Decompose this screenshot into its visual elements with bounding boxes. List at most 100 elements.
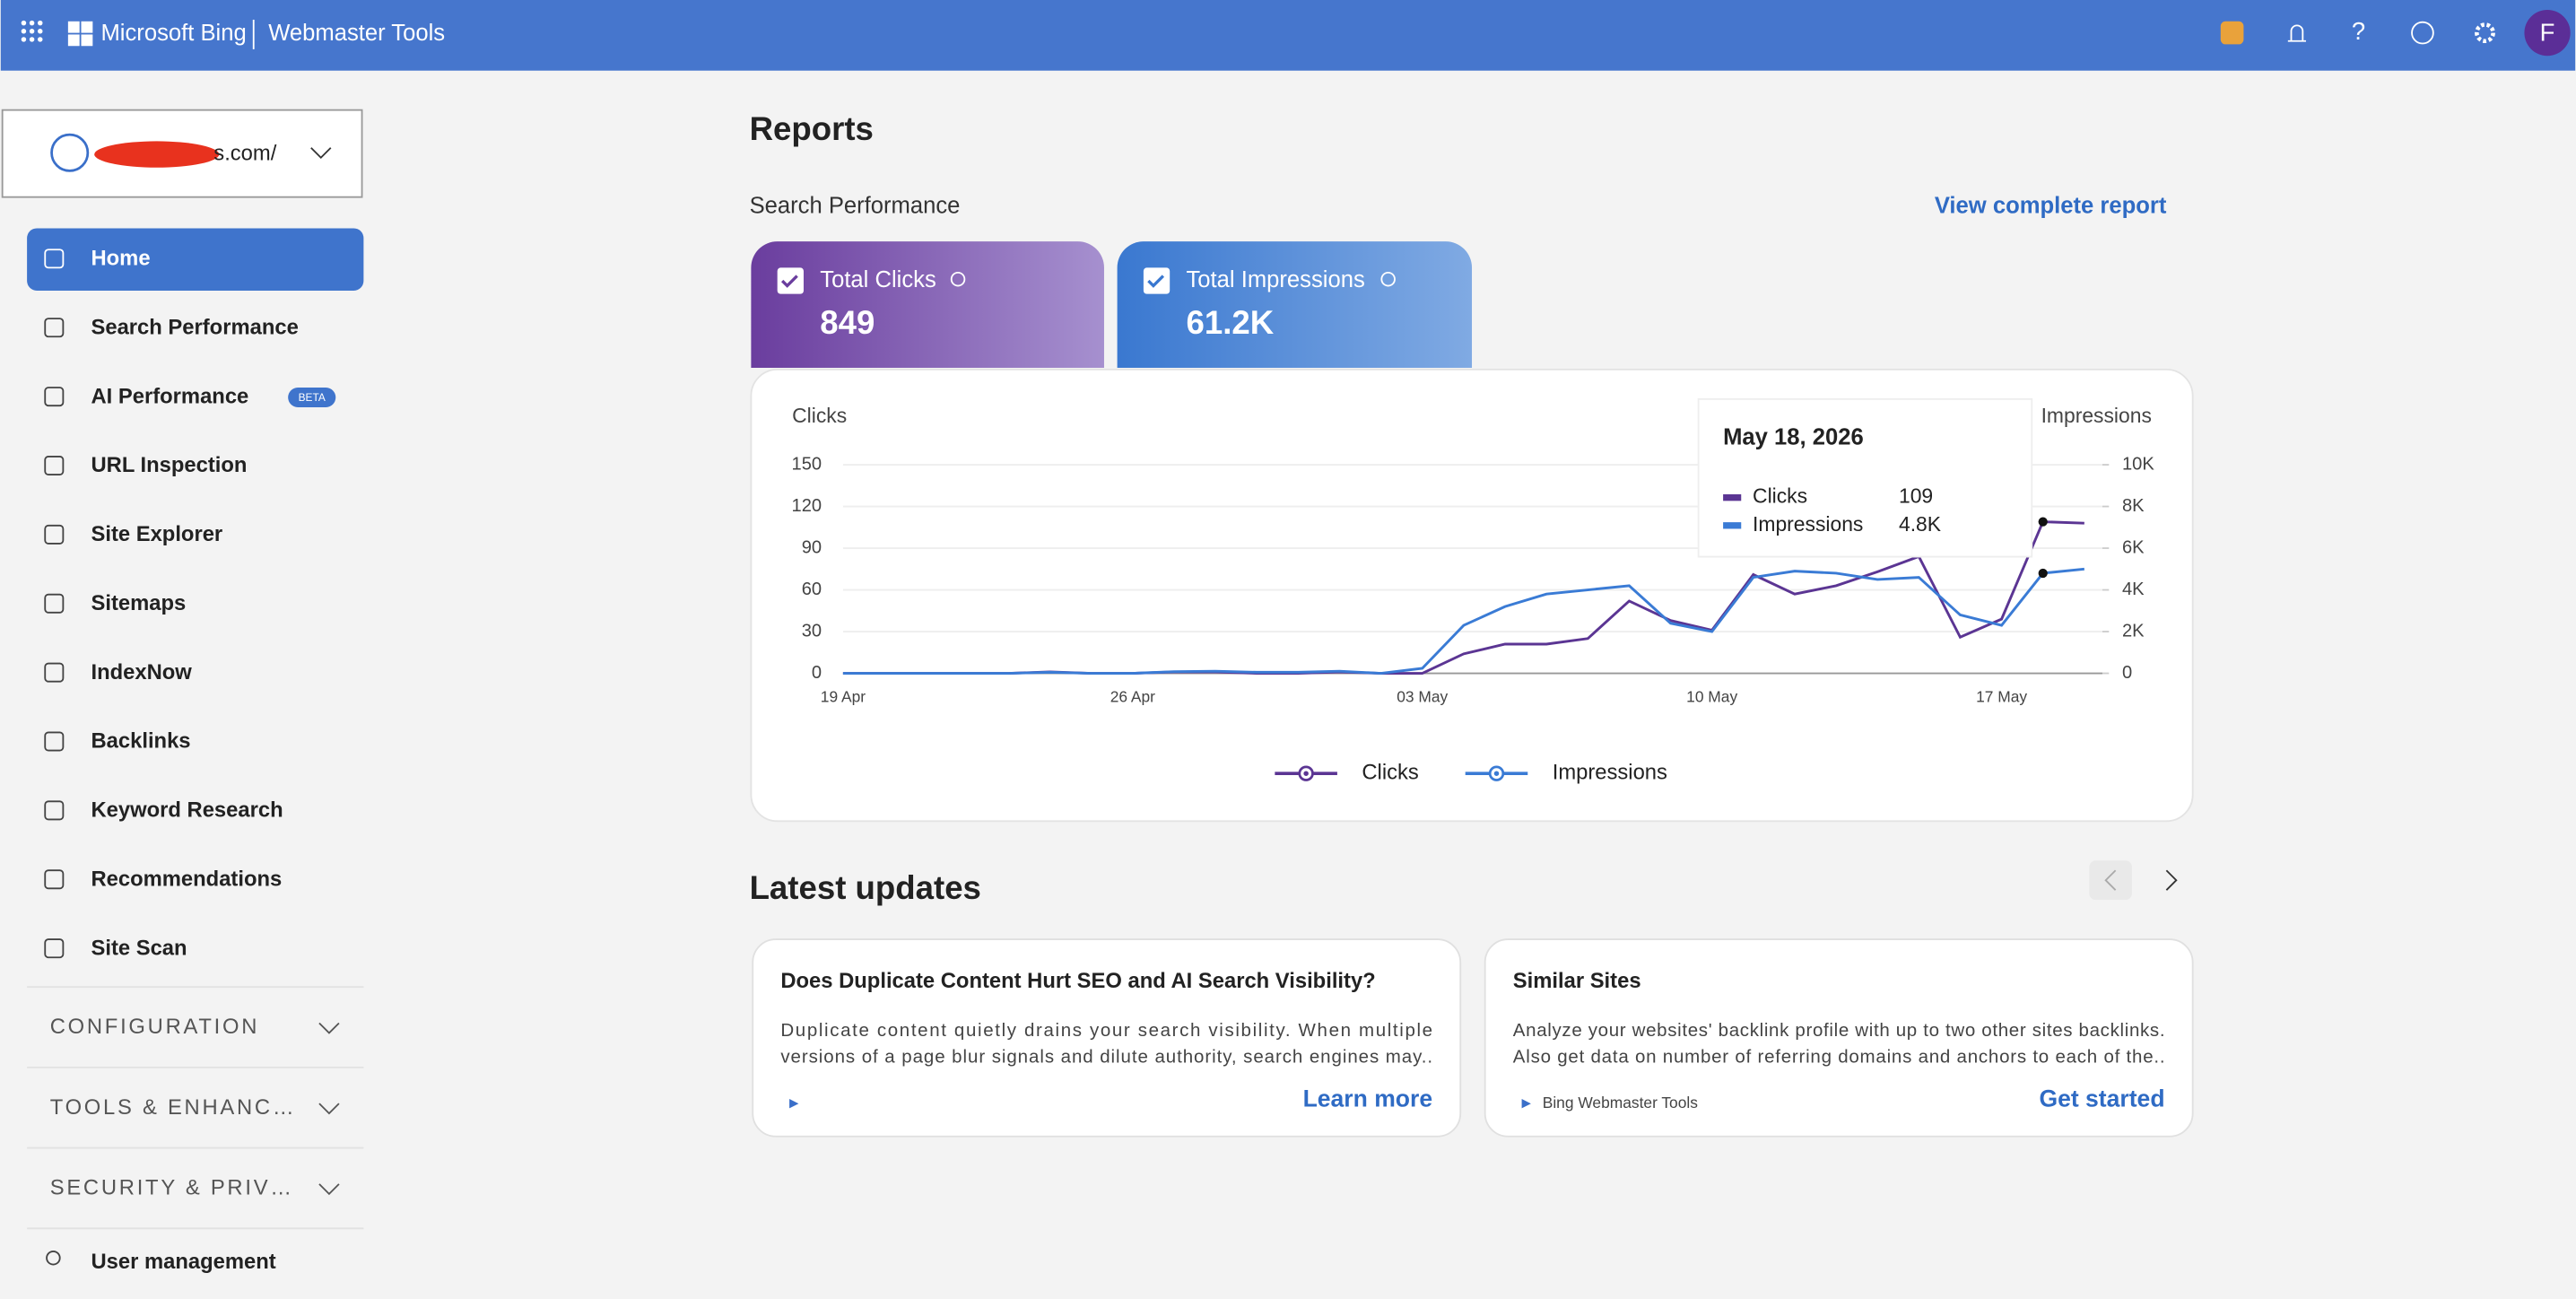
- hover-point: [2038, 568, 2048, 579]
- beta-text: BETA: [299, 391, 326, 404]
- nav-section[interactable]: SECURITY & PRIV…: [50, 1176, 294, 1200]
- x-tick-label: 19 Apr: [821, 688, 866, 706]
- card-label: Total Impressions: [1187, 267, 1365, 292]
- update-action[interactable]: Get started: [2039, 1085, 2164, 1112]
- chevron: [318, 1183, 340, 1196]
- legend-dot: [1303, 771, 1309, 776]
- y-tick-label: 120: [792, 496, 822, 516]
- nav-item[interactable]: Recommendations: [91, 867, 282, 891]
- reports-title: Reports: [750, 110, 874, 147]
- nav-item[interactable]: User management: [91, 1250, 275, 1274]
- tooltip-swatch: [1723, 522, 1742, 529]
- nav-item[interactable]: Search Performance: [91, 315, 298, 339]
- nav-item[interactable]: Keyword Research: [91, 798, 283, 823]
- nav-icon: [44, 524, 65, 545]
- prev-arrow: [2104, 869, 2117, 891]
- tooltip-value: 109: [1899, 484, 1933, 508]
- y2-tick-label: 8K: [2122, 496, 2145, 516]
- nav-icon: [44, 731, 65, 752]
- info-icon: [950, 271, 966, 287]
- tooltip-name: Impressions: [1753, 512, 1863, 536]
- reports-subtitle: Search Performance: [750, 193, 961, 218]
- series-line: [842, 567, 2084, 676]
- x-tick-label: 03 May: [1397, 688, 1448, 706]
- nav-item[interactable]: Sitemaps: [91, 591, 186, 615]
- next-button[interactable]: [2165, 869, 2178, 891]
- nav-item[interactable]: AI Performance: [91, 384, 248, 408]
- y2-tick-label: 2K: [2122, 621, 2145, 641]
- ms-logo: [67, 21, 93, 47]
- y-tick-label: 60: [802, 580, 822, 599]
- nav-item[interactable]: Backlinks: [91, 729, 190, 754]
- y-tick-label: 90: [802, 537, 822, 557]
- copilot-icon[interactable]: [2220, 21, 2244, 45]
- feedback-icon[interactable]: [2411, 21, 2434, 45]
- legend-label[interactable]: Clicks: [1362, 760, 1419, 784]
- y2-tick-label: 4K: [2122, 580, 2145, 599]
- y-tick-label: 150: [792, 454, 822, 474]
- y-axis-title: Clicks: [792, 404, 847, 427]
- tooltip-name: Clicks: [1753, 484, 1807, 508]
- clicks-card[interactable]: [751, 241, 1104, 369]
- brand: Microsoft Bing: [100, 21, 246, 46]
- info-icon: [1380, 271, 1396, 287]
- nav-icon: [44, 455, 65, 475]
- nav-item[interactable]: URL Inspection: [91, 453, 247, 477]
- nav-item[interactable]: IndexNow: [91, 660, 192, 684]
- tooltip: [1697, 397, 2033, 558]
- update-title[interactable]: Similar Sites: [1513, 969, 1641, 993]
- impressions-card[interactable]: [1117, 241, 1473, 369]
- nav-icon: [44, 387, 65, 407]
- updates-title: Latest updates: [750, 869, 981, 906]
- nav-section[interactable]: CONFIGURATION: [50, 1015, 259, 1039]
- y2-tick-label: 0: [2122, 663, 2132, 683]
- card-value: 61.2K: [1187, 304, 1275, 341]
- x-tick-label: 17 May: [1976, 688, 2027, 706]
- x-tick-label: 26 Apr: [1110, 688, 1155, 706]
- legend-label[interactable]: Impressions: [1553, 760, 1667, 784]
- help-icon[interactable]: ?: [2352, 17, 2365, 45]
- site-name: s.com/: [213, 141, 276, 165]
- update-card: [752, 938, 1462, 1138]
- bell-icon[interactable]: [2287, 24, 2306, 42]
- tooltip-swatch: [1723, 494, 1742, 501]
- x-tick-label: 10 May: [1686, 688, 1737, 706]
- view-report-link[interactable]: View complete report: [1935, 193, 2167, 218]
- y2-tick-label: 10K: [2122, 454, 2154, 474]
- update-action[interactable]: Learn more: [1303, 1085, 1433, 1112]
- nav-section[interactable]: TOOLS & ENHANC…: [50, 1095, 297, 1120]
- y2-axis-title: Impressions: [2041, 404, 2152, 427]
- nav-icon: [46, 1250, 61, 1266]
- tooltip-value: 4.8K: [1899, 512, 1941, 536]
- nav-icon: [44, 869, 65, 890]
- update-title[interactable]: Does Duplicate Content Hurt SEO and AI S…: [780, 969, 1375, 993]
- prev-button[interactable]: [2089, 860, 2132, 901]
- update-card: [1484, 938, 2194, 1138]
- avatar-letter: F: [2540, 19, 2555, 47]
- tooltip-title: May 18, 2026: [1723, 425, 1864, 450]
- redaction: [94, 141, 220, 168]
- update-desc: versions of a page blur signals and dilu…: [780, 1046, 1432, 1067]
- card-value: 849: [820, 304, 875, 341]
- nav-item[interactable]: Site Explorer: [91, 522, 222, 546]
- nav-icon: [44, 248, 65, 269]
- update-desc: Duplicate content quietly drains your se…: [780, 1020, 1432, 1041]
- card-label: Total Clicks: [820, 267, 936, 292]
- globe-icon: [50, 133, 90, 172]
- y-tick-label: 30: [802, 621, 822, 641]
- nav-item[interactable]: Home: [91, 247, 150, 271]
- y2-tick-label: 6K: [2122, 537, 2145, 557]
- nav-icon: [44, 800, 65, 821]
- app-launcher[interactable]: [21, 20, 43, 42]
- beta-badge: [288, 388, 336, 407]
- avatar[interactable]: [2524, 9, 2571, 57]
- chevron: [318, 1103, 340, 1115]
- nav-item[interactable]: Site Scan: [91, 936, 187, 960]
- update-desc: Analyze your websites' backlink profile …: [1513, 1020, 2165, 1041]
- nav-icon: [44, 318, 65, 338]
- nav-selected: [27, 228, 364, 292]
- checkboxes: [777, 267, 1171, 294]
- update-desc: Also get data on number of referring dom…: [1513, 1046, 2165, 1067]
